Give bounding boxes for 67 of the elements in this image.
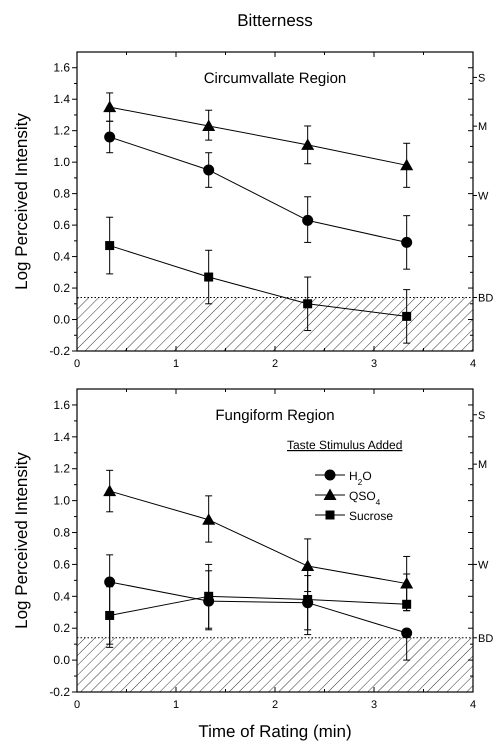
y-tick-label: 0.6 (53, 557, 70, 572)
text: M (478, 121, 488, 134)
text: M (478, 459, 488, 472)
y-tick-label: 1.2 (53, 124, 70, 138)
y-tick-label: 0.4 (53, 589, 70, 604)
y-tick-label: -0.2 (49, 685, 70, 699)
y-tick-label: 1.0 (53, 155, 70, 170)
y-tick-label: 0.4 (53, 250, 70, 264)
point (301, 138, 314, 150)
legend-title: Taste Stimulus Added (287, 438, 402, 452)
text: S (478, 72, 486, 84)
y-tick-label: 1.0 (53, 494, 70, 508)
band-label: BD (478, 632, 494, 645)
x-tick-label: 4 (470, 699, 476, 711)
legend-label: Sucrose (349, 509, 394, 523)
y-tick-label: 0.2 (53, 281, 70, 296)
point (303, 299, 312, 308)
text: W (478, 190, 489, 203)
point (105, 241, 114, 250)
y-tick-label: 0.6 (53, 218, 70, 232)
x-tick-label: 3 (370, 358, 378, 370)
y-axis-title: Log Perceived Intensity (12, 452, 31, 629)
text: W (478, 559, 489, 572)
y-tick-label: 1.6 (53, 398, 70, 412)
y-tick-label: 1.4 (53, 430, 70, 444)
point (302, 214, 314, 226)
point (104, 576, 116, 588)
x-tick-label: 1 (172, 358, 180, 370)
point (203, 164, 214, 176)
x-tick-label: 3 (370, 699, 378, 711)
text: S (478, 410, 486, 422)
band-label: BD (478, 292, 494, 304)
point (104, 131, 116, 142)
point (103, 484, 116, 496)
legend-label: QSO$_{4}$ (349, 489, 381, 507)
x-tick-label: 4 (470, 358, 476, 370)
y-tick-label: 0.8 (53, 186, 70, 201)
point (204, 272, 214, 282)
y-tick-label: 1.4 (53, 92, 70, 106)
x-tick-label: 0 (74, 358, 80, 370)
text: Circumvallate Region (204, 70, 346, 87)
point (401, 236, 412, 248)
y-axis-title: Log Perceived Intensity (12, 112, 31, 290)
y-tick-label: 0.2 (53, 621, 70, 636)
point (402, 600, 412, 609)
point (202, 513, 216, 525)
legend-label: H$_{2}$O (349, 469, 372, 487)
y-tick-label: 1.6 (53, 60, 70, 75)
y-tick-label: 0.0 (53, 653, 70, 668)
text: Fungiform Region (215, 407, 335, 424)
x-tick-label: 1 (172, 699, 180, 711)
chart-title: Bitterness (237, 11, 313, 30)
x-tick-label: 2 (272, 358, 278, 370)
point (401, 627, 412, 638)
x-axis-title: Time of Rating (min) (198, 722, 352, 741)
y-tick-label: -0.2 (49, 344, 70, 358)
point (103, 100, 116, 112)
x-tick-label: 2 (272, 699, 278, 711)
point (402, 312, 412, 321)
point (202, 119, 216, 131)
x-tick-label: 0 (74, 699, 80, 711)
y-tick-label: 1.2 (53, 462, 70, 476)
point (400, 158, 414, 170)
point (105, 610, 114, 620)
y-tick-label: 0.8 (53, 526, 70, 540)
y-tick-label: 0.0 (53, 312, 70, 327)
point (301, 560, 314, 572)
